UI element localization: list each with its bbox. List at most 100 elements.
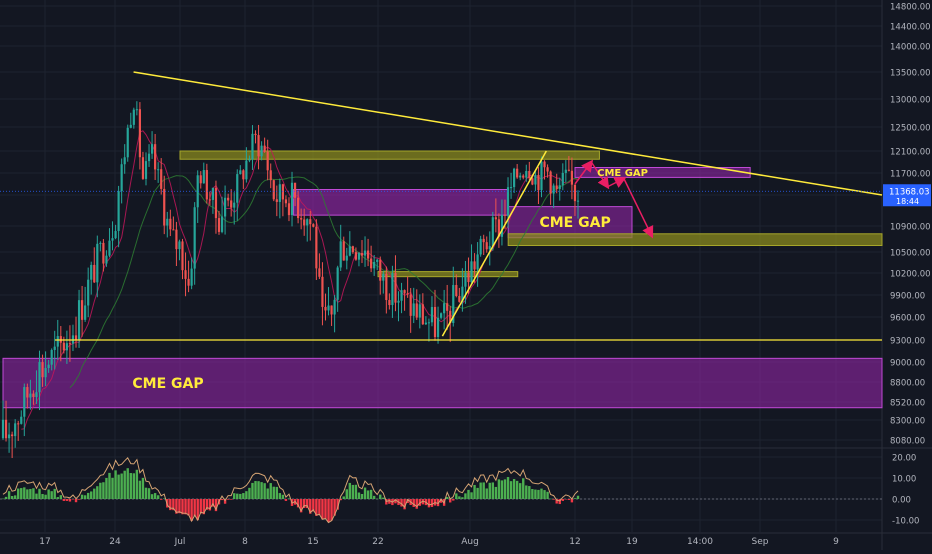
- osc-bar: [534, 489, 537, 499]
- osc-bar: [111, 477, 114, 499]
- osc-bar: [53, 488, 56, 499]
- candle-body: [223, 197, 227, 217]
- osc-bar: [175, 499, 178, 514]
- last-price-tag: [883, 184, 931, 207]
- candle-body: [345, 255, 348, 261]
- candle-body: [117, 191, 120, 232]
- osc-bar: [324, 499, 327, 519]
- time-tick-label: 8: [242, 537, 248, 547]
- candle-body: [99, 242, 102, 244]
- osc-bar: [41, 494, 44, 499]
- candle-body: [160, 169, 163, 189]
- candle-body: [534, 174, 537, 185]
- candle-body: [333, 299, 336, 315]
- osc-bar: [77, 499, 81, 500]
- osc-bar: [400, 499, 403, 507]
- osc-bar: [86, 492, 90, 499]
- candle-body: [93, 264, 96, 283]
- osc-bar: [236, 493, 239, 499]
- osc-bar: [35, 493, 38, 499]
- osc-tick-label: 10.00: [892, 475, 916, 485]
- osc-tick-label: -10.00: [892, 517, 919, 527]
- candle-body: [90, 264, 93, 280]
- osc-signal-line: [2, 456, 579, 524]
- candle-body: [245, 160, 248, 180]
- osc-bar: [552, 499, 555, 500]
- candle-body: [284, 199, 288, 204]
- candle-body: [321, 276, 324, 307]
- osc-bar: [306, 499, 309, 509]
- candle-body: [388, 300, 391, 306]
- candle-body: [47, 364, 50, 369]
- candle-body: [360, 253, 364, 256]
- candle-body: [327, 305, 330, 311]
- candle-body: [132, 109, 135, 125]
- candle-body: [108, 240, 111, 256]
- candle-body: [154, 144, 157, 170]
- candle-body: [166, 218, 169, 226]
- osc-bar: [242, 493, 245, 499]
- candle-body: [528, 170, 531, 179]
- osc-bar: [26, 489, 29, 499]
- candle-body: [537, 174, 540, 191]
- osc-bar: [233, 493, 236, 499]
- cme-gap-label: CME GAP: [132, 376, 203, 392]
- osc-bar: [363, 487, 367, 499]
- candle-body: [531, 178, 534, 185]
- candle-body: [430, 307, 434, 323]
- osc-bar: [537, 489, 540, 499]
- osc-bar: [44, 494, 47, 499]
- osc-bar: [436, 499, 440, 507]
- osc-bar: [245, 491, 248, 499]
- highlight-zone: [293, 189, 509, 216]
- osc-bar: [56, 497, 59, 499]
- osc-bar: [500, 480, 504, 499]
- candle-body: [433, 307, 437, 338]
- candlesticks: [1, 101, 580, 459]
- osc-bar: [13, 495, 17, 499]
- candle-body: [400, 290, 403, 301]
- osc-bar: [62, 499, 66, 501]
- candle-body: [415, 303, 418, 318]
- osc-bar: [1, 498, 5, 500]
- resistance-zone: [507, 233, 883, 247]
- osc-bar: [479, 482, 482, 499]
- osc-bar: [327, 499, 330, 523]
- osc-bar: [59, 495, 63, 499]
- osc-bar: [74, 499, 78, 503]
- candle-body: [522, 175, 525, 178]
- osc-bar: [558, 499, 561, 505]
- osc-bar: [376, 498, 379, 500]
- time-tick-label: Aug: [461, 537, 479, 547]
- osc-bar: [135, 469, 139, 499]
- candle-body: [96, 243, 99, 283]
- candle-body: [564, 169, 567, 173]
- candle-body: [62, 342, 65, 351]
- candle-body: [260, 145, 263, 157]
- candle-body: [208, 199, 211, 201]
- candle-body: [397, 300, 400, 303]
- osc-bar: [105, 477, 108, 499]
- ma-slow-line: [69, 175, 579, 388]
- osc-bar: [281, 494, 285, 499]
- candle-body: [461, 286, 464, 302]
- price-tick-label: 10900.00: [890, 223, 931, 233]
- osc-bar: [321, 499, 324, 520]
- candle-body: [266, 151, 269, 171]
- candle-body: [84, 305, 87, 320]
- osc-bar: [512, 479, 516, 499]
- candle-body: [111, 238, 114, 241]
- osc-bar: [449, 499, 452, 503]
- candle-body: [473, 261, 476, 270]
- osc-bar: [430, 499, 434, 507]
- osc-bar: [369, 489, 373, 499]
- osc-bar: [117, 474, 120, 499]
- osc-bar: [178, 499, 181, 514]
- candle-body: [306, 219, 309, 226]
- candle-body: [202, 170, 205, 184]
- candle-body: [482, 238, 485, 243]
- time-tick-label: 22: [372, 537, 383, 547]
- candle-body: [190, 268, 193, 286]
